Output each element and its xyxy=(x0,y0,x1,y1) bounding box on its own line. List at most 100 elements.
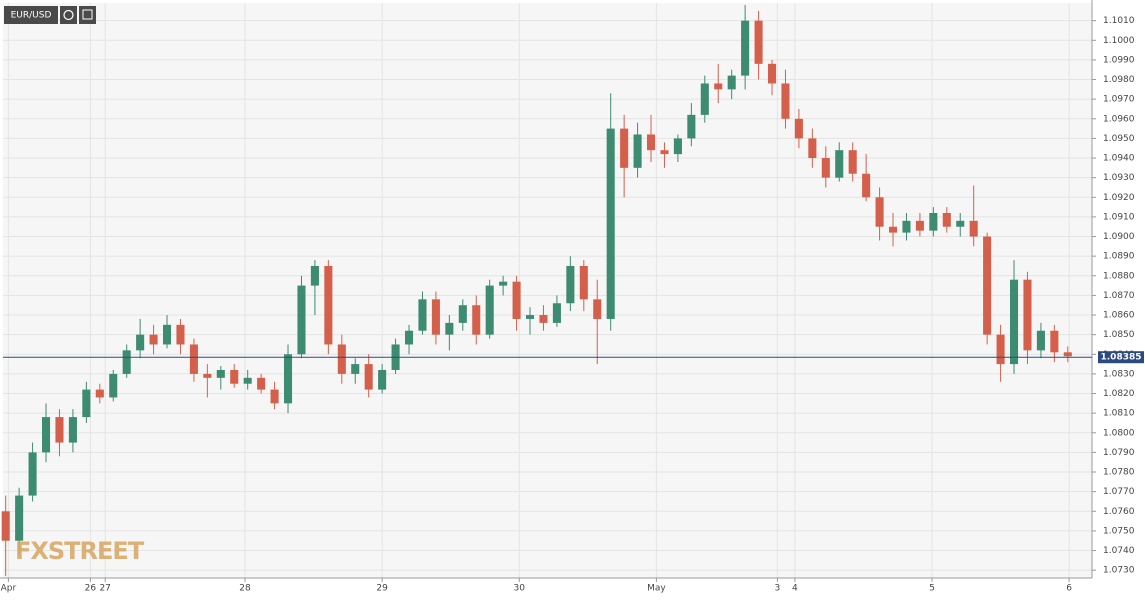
candle-body xyxy=(754,20,763,64)
candle-body xyxy=(606,128,615,319)
candle-body xyxy=(122,350,131,374)
y-tick-label: 1.0850 xyxy=(1103,330,1135,340)
candle-body xyxy=(1063,352,1072,357)
y-tick-label: 1.0910 xyxy=(1103,212,1135,222)
candle-body xyxy=(1050,330,1059,353)
candle-body xyxy=(862,173,871,198)
y-tick-label: 1.0980 xyxy=(1103,75,1135,85)
candle-body xyxy=(741,20,750,76)
candle-body xyxy=(310,265,319,286)
candle-body xyxy=(660,150,669,155)
y-tick-label: 1.0880 xyxy=(1103,271,1135,281)
candle-body xyxy=(230,369,239,384)
candle-body xyxy=(458,305,467,323)
candle-body xyxy=(727,75,736,90)
candle-body xyxy=(1023,279,1032,351)
candle-body xyxy=(324,265,333,345)
candle-body xyxy=(875,197,884,227)
x-tick-label: 3 xyxy=(775,584,781,594)
x-tick-label: 30 xyxy=(514,584,526,594)
candle-body xyxy=(176,324,185,345)
x-tick-label: May xyxy=(647,584,666,594)
y-tick-label: 1.0770 xyxy=(1103,487,1135,497)
candle-body xyxy=(942,212,951,227)
y-tick-label: 1.0750 xyxy=(1103,526,1135,536)
candle-body xyxy=(1036,330,1045,351)
candle-body xyxy=(956,220,965,227)
candle-body xyxy=(808,138,817,159)
candle-body xyxy=(687,114,696,139)
candle-body xyxy=(781,83,790,119)
candle-body xyxy=(848,150,857,174)
candle-body xyxy=(996,334,1005,365)
y-tick-label: 1.0940 xyxy=(1103,154,1135,164)
candle-body xyxy=(68,417,77,443)
candle-body xyxy=(257,377,266,390)
candle-body xyxy=(337,344,346,374)
y-tick-label: 1.0870 xyxy=(1103,291,1135,301)
candle-body xyxy=(472,305,481,335)
candle-body xyxy=(499,281,508,286)
candle-body xyxy=(673,138,682,155)
candle-body xyxy=(620,128,629,168)
candle-body xyxy=(136,334,145,351)
candle-body xyxy=(431,299,440,335)
last-price-label: 1.08385 xyxy=(1101,353,1142,363)
y-tick-label: 1.0950 xyxy=(1103,134,1135,144)
candle-body xyxy=(1,511,10,541)
candle-body xyxy=(929,212,938,231)
candle-body xyxy=(902,220,911,233)
x-tick-label: 29 xyxy=(376,584,388,594)
symbol-badge[interactable] xyxy=(4,6,58,24)
candle-body xyxy=(485,285,494,335)
candle-body xyxy=(525,315,535,319)
candle-body xyxy=(109,373,118,398)
calendar-icon xyxy=(82,9,93,20)
candle-body xyxy=(149,334,158,345)
y-tick-label: 1.0900 xyxy=(1103,232,1135,242)
candle-body xyxy=(969,220,978,237)
y-tick-label: 1.0930 xyxy=(1103,173,1135,183)
y-tick-label: 1.0810 xyxy=(1103,409,1135,419)
y-tick-label: 1.0820 xyxy=(1103,389,1135,399)
candle-body xyxy=(794,118,803,139)
candle-body xyxy=(700,83,709,115)
candle-body xyxy=(646,134,656,151)
y-tick-label: 1.0860 xyxy=(1103,311,1135,321)
calendar-button[interactable] xyxy=(79,6,96,24)
refresh-button[interactable] xyxy=(60,6,77,24)
watermark: FXSTREET xyxy=(15,537,145,565)
y-tick-label: 1.1000 xyxy=(1103,36,1135,46)
candle-body xyxy=(579,265,588,300)
refresh-icon xyxy=(63,9,74,21)
candle-body xyxy=(82,389,91,418)
candles xyxy=(1,4,1072,577)
candle-body xyxy=(633,134,642,168)
y-tick-label: 1.0740 xyxy=(1103,546,1135,556)
candle-body xyxy=(418,299,427,331)
y-tick-label: 1.0800 xyxy=(1103,428,1135,438)
candle-body xyxy=(270,389,279,404)
candle-body xyxy=(1009,279,1019,365)
x-tick-label: 6 xyxy=(1066,584,1072,594)
candle-body xyxy=(714,83,723,90)
candle-body xyxy=(915,220,924,231)
symbol: EUR/USD xyxy=(11,11,52,21)
candle-body xyxy=(767,63,777,84)
candle-body xyxy=(203,373,212,378)
candle-body xyxy=(41,417,51,453)
y-tick-label: 1.0780 xyxy=(1103,468,1135,478)
candle-body xyxy=(445,322,454,335)
candle-body xyxy=(404,330,414,345)
grid xyxy=(3,3,1092,578)
x-tick-label: 27 xyxy=(99,584,110,594)
x-tick-label: 26 xyxy=(85,584,97,594)
candle-body xyxy=(552,303,561,323)
y-tick-label: 1.1010 xyxy=(1103,16,1135,26)
candle-body xyxy=(364,364,373,390)
candle-body xyxy=(821,158,830,178)
candle-body xyxy=(539,315,548,323)
candle-body xyxy=(593,299,602,319)
